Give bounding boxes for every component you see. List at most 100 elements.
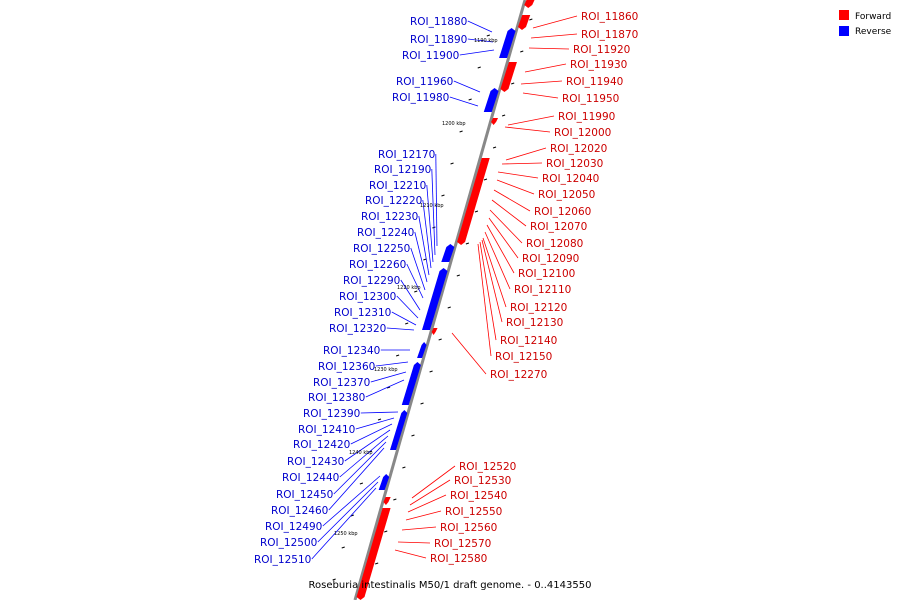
kbp-tick-label: 1210 kbp [420, 203, 444, 209]
forward-leader [397, 541, 431, 544]
reverse-gene-label: ROI_12370 [313, 377, 370, 389]
forward-gene-label: ROI_11870 [581, 29, 638, 41]
forward-gene-label: ROI_11950 [562, 93, 619, 105]
reverse-leader [406, 263, 424, 299]
minor-tick [501, 114, 506, 117]
minor-tick [414, 290, 418, 293]
reverse-gene-label: ROI_12340 [323, 345, 380, 357]
reverse-gene-label: ROI_12360 [318, 361, 375, 373]
kbp-tick-label: 1230 kbp [374, 367, 398, 373]
minor-tick [402, 466, 406, 469]
tick-labels: 1190 kbp 1200 kbp 1210 kbp 1220 kbp 1230 kbp… [334, 38, 498, 537]
reverse-leader [317, 481, 379, 543]
reverse-gene-label: ROI_12390 [303, 408, 360, 420]
forward-gene-label: ROI_12140 [500, 335, 557, 347]
reverse-leader [386, 327, 415, 331]
forward-gene-label: ROI_12020 [550, 143, 607, 155]
forward-leader [497, 171, 539, 179]
reverse-leader [400, 279, 421, 311]
reverse-leader [410, 247, 426, 291]
reverse-gene-label: ROI_12430 [287, 456, 344, 468]
forward-leader [486, 224, 515, 274]
kbp-tick-label: 1220 kbp [397, 285, 421, 291]
reverse-leader [344, 429, 391, 462]
minor-tick [459, 130, 463, 133]
reverse-leader [350, 423, 393, 445]
forward-leader [479, 241, 497, 341]
reverse-leader [370, 371, 407, 383]
reverse-gene-label: ROI_12410 [298, 424, 355, 436]
reverse-leader [328, 447, 385, 511]
forward-gene-label: ROI_12000 [554, 127, 611, 139]
forward-gene-label: ROI_12570 [434, 538, 491, 550]
minor-tick [411, 434, 415, 437]
forward-leader [484, 231, 511, 290]
reverse-gene [483, 88, 499, 112]
minor-tick [468, 98, 472, 101]
forward-gene-label: ROI_12100 [518, 268, 575, 280]
reverse-gene-label: ROI_12490 [265, 521, 322, 533]
reverse-leader [311, 487, 377, 560]
forward-gene-label: ROI_12520 [459, 461, 516, 473]
forward-gene-label: ROI_12150 [495, 351, 552, 363]
minor-tick [395, 354, 400, 357]
reverse-gene [378, 474, 390, 490]
forward-leader [520, 80, 563, 85]
reverse-leader [391, 311, 417, 326]
forward-leader [501, 162, 543, 165]
genome-backbone [353, 0, 527, 600]
minor-tick [474, 210, 479, 213]
forward-leader [530, 33, 578, 39]
reverse-gene-label: ROI_12500 [260, 537, 317, 549]
reverse-leader [322, 475, 381, 527]
forward-leader [405, 510, 442, 521]
minor-tick [375, 562, 379, 565]
legend-swatch-reverse [839, 26, 849, 36]
genome-caption: Roseburia intestinalis M50/1 draft genom… [309, 580, 592, 591]
forward-leader [481, 239, 503, 323]
reverse-gene-label: ROI_12450 [276, 489, 333, 501]
forward-gene [500, 62, 517, 92]
forward-gene-label: ROI_12540 [450, 490, 507, 502]
reverse-leader [467, 38, 494, 43]
reverse-gene-label: ROI_12380 [308, 392, 365, 404]
forward-gene-label: ROI_12060 [534, 206, 591, 218]
reverse-gene [390, 410, 408, 450]
minor-tick [438, 338, 442, 341]
forward-leader [411, 465, 456, 499]
leader-lines [311, 15, 578, 560]
reverse-leader [396, 295, 419, 319]
forward-leader [528, 47, 570, 50]
reverse-leader [360, 411, 399, 414]
minor-tick [529, 18, 533, 21]
forward-gene-label: ROI_12090 [522, 253, 579, 265]
forward-gene-label: ROI_12120 [510, 302, 567, 314]
kbp-tick-label: 1240 kbp [349, 450, 373, 456]
forward-gene-label: ROI_12130 [506, 317, 563, 329]
reverse-gene-label: ROI_12260 [349, 259, 406, 271]
forward-leader [496, 179, 535, 195]
minor-tick [441, 194, 445, 197]
reverse-leader [414, 231, 428, 283]
reverse-gene [441, 244, 455, 262]
minor-tick [423, 258, 427, 261]
minor-tick [511, 82, 515, 85]
reverse-gene-label: ROI_12320 [329, 323, 386, 335]
kbp-tick-label: 1190 kbp [474, 38, 498, 44]
forward-gene-label: ROI_11860 [581, 11, 638, 23]
reverse-gene-label: ROI_11960 [396, 76, 453, 88]
forward-gene-label: ROI_12040 [542, 173, 599, 185]
legend-label-forward: Forward [855, 12, 891, 22]
forward-gene-label: ROI_12110 [514, 284, 571, 296]
reverse-gene-label: ROI_12420 [293, 439, 350, 451]
minor-tick [483, 178, 488, 181]
reverse-gene-label: ROI_12310 [334, 307, 391, 319]
reverse-leader [422, 199, 432, 269]
reverse-leader [355, 417, 395, 430]
forward-gene [524, 0, 535, 8]
reverse-leader [467, 20, 493, 33]
minor-tick [520, 50, 524, 53]
kbp-tick-label: 1200 kbp [442, 121, 466, 127]
forward-leader [507, 115, 555, 126]
